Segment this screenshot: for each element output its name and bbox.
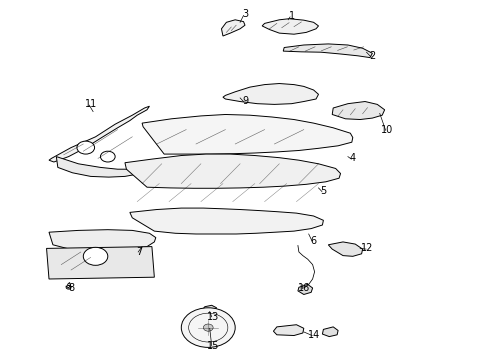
Polygon shape (322, 327, 338, 337)
Text: 7: 7 (137, 247, 143, 257)
Text: 14: 14 (308, 330, 319, 340)
Text: 15: 15 (207, 341, 220, 351)
Polygon shape (49, 106, 149, 162)
Text: 16: 16 (297, 283, 310, 293)
Text: 1: 1 (289, 11, 294, 21)
Polygon shape (221, 20, 245, 36)
Text: 9: 9 (242, 96, 248, 106)
Polygon shape (328, 242, 363, 256)
Polygon shape (283, 44, 372, 58)
Circle shape (203, 324, 213, 331)
Text: 3: 3 (242, 9, 248, 19)
Polygon shape (56, 157, 138, 177)
Text: 13: 13 (207, 312, 220, 322)
Polygon shape (273, 325, 304, 336)
Polygon shape (298, 284, 313, 294)
Text: 11: 11 (84, 99, 97, 109)
Polygon shape (223, 84, 318, 104)
Text: 5: 5 (320, 186, 326, 196)
Polygon shape (49, 230, 156, 250)
Circle shape (77, 141, 95, 154)
Polygon shape (202, 305, 217, 312)
Text: 10: 10 (381, 125, 393, 135)
Circle shape (100, 151, 115, 162)
Text: 8: 8 (68, 283, 74, 293)
Polygon shape (130, 208, 323, 234)
Polygon shape (142, 114, 353, 154)
Text: 2: 2 (369, 51, 375, 61)
Polygon shape (47, 247, 154, 279)
Text: 12: 12 (361, 243, 374, 253)
Polygon shape (332, 102, 385, 120)
Circle shape (181, 308, 235, 347)
Polygon shape (262, 19, 318, 34)
Text: 6: 6 (311, 236, 317, 246)
Text: 4: 4 (350, 153, 356, 163)
Polygon shape (125, 154, 341, 188)
Circle shape (83, 247, 108, 265)
